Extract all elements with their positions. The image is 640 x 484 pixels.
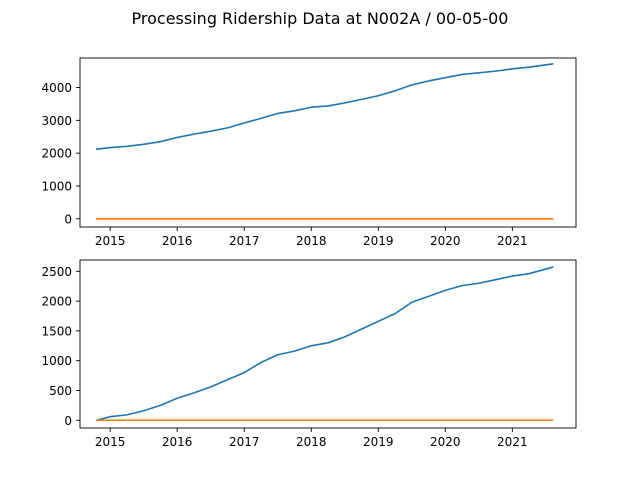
x-tick-label: 2021 bbox=[497, 435, 528, 449]
y-tick-label: 2000 bbox=[41, 147, 72, 161]
y-tick-label: 1000 bbox=[41, 179, 72, 193]
y-tick-label: 4000 bbox=[41, 81, 72, 95]
x-tick-label: 2017 bbox=[229, 234, 260, 248]
x-tick-label: 2015 bbox=[95, 234, 126, 248]
y-tick-label: 3000 bbox=[41, 114, 72, 128]
x-tick-label: 2015 bbox=[95, 435, 126, 449]
x-tick-label: 2018 bbox=[296, 435, 327, 449]
figure-title: Processing Ridership Data at N002A / 00-… bbox=[132, 9, 509, 28]
axes-frame bbox=[79, 259, 577, 429]
series-line-0 bbox=[95, 63, 554, 151]
x-tick-label: 2016 bbox=[162, 435, 193, 449]
x-tick-label: 2020 bbox=[430, 234, 461, 248]
x-tick-label: 2021 bbox=[497, 234, 528, 248]
x-tick-label: 2019 bbox=[363, 435, 394, 449]
x-tick-label: 2016 bbox=[162, 234, 193, 248]
series-line-0 bbox=[95, 266, 554, 422]
axes-frame bbox=[79, 57, 577, 228]
x-tick-label: 2019 bbox=[363, 234, 394, 248]
x-tick-label: 2020 bbox=[430, 435, 461, 449]
y-tick-label: 1500 bbox=[41, 324, 72, 338]
y-tick-label: 500 bbox=[49, 384, 72, 398]
y-tick-label: 2500 bbox=[41, 265, 72, 279]
y-tick-label: 1000 bbox=[41, 354, 72, 368]
bottom-subplot: 2015 2016 2017 2018 2019 2020 2021 0 500 1000 1500… bbox=[41, 259, 577, 449]
top-subplot: 2015 2016 2017 2018 2019 2020 2021 0 1000 2000 300… bbox=[41, 57, 577, 248]
y-tick-label: 0 bbox=[64, 414, 72, 428]
x-tick-label: 2017 bbox=[229, 435, 260, 449]
x-tick-label: 2018 bbox=[296, 234, 327, 248]
y-tick-label: 0 bbox=[64, 212, 72, 226]
y-tick-label: 2000 bbox=[41, 295, 72, 309]
